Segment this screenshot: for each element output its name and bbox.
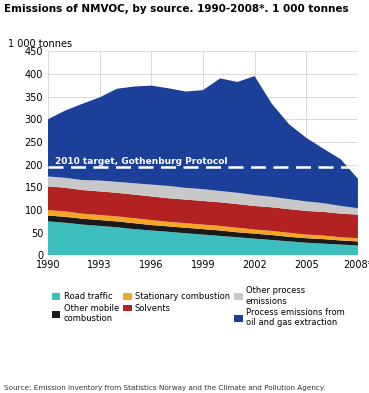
Text: 1 000 tonnes: 1 000 tonnes (8, 39, 72, 49)
Text: Emissions of NMVOC, by source. 1990-2008*. 1 000 tonnes: Emissions of NMVOC, by source. 1990-2008… (4, 4, 348, 14)
Legend: Road traffic, Other mobile
combustion, Stationary combustion, Solvents, Other pr: Road traffic, Other mobile combustion, S… (52, 286, 345, 327)
Text: 2010 target, Gothenburg Protocol: 2010 target, Gothenburg Protocol (55, 157, 227, 166)
Text: Source: Emission inventory from Statistics Norway and the Climate and Pollution : Source: Emission inventory from Statisti… (4, 385, 325, 391)
